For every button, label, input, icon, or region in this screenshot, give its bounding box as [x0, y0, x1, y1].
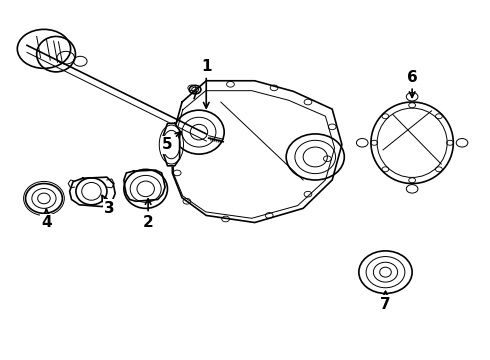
Text: 1: 1 [201, 59, 212, 108]
Polygon shape [124, 170, 165, 201]
Polygon shape [172, 81, 342, 222]
Text: 6: 6 [407, 70, 417, 98]
Polygon shape [70, 177, 115, 207]
Text: 4: 4 [41, 210, 51, 230]
Text: 3: 3 [102, 195, 115, 216]
Text: 7: 7 [380, 292, 391, 311]
Text: 2: 2 [143, 199, 153, 230]
Polygon shape [163, 123, 180, 166]
Text: 5: 5 [162, 132, 181, 152]
